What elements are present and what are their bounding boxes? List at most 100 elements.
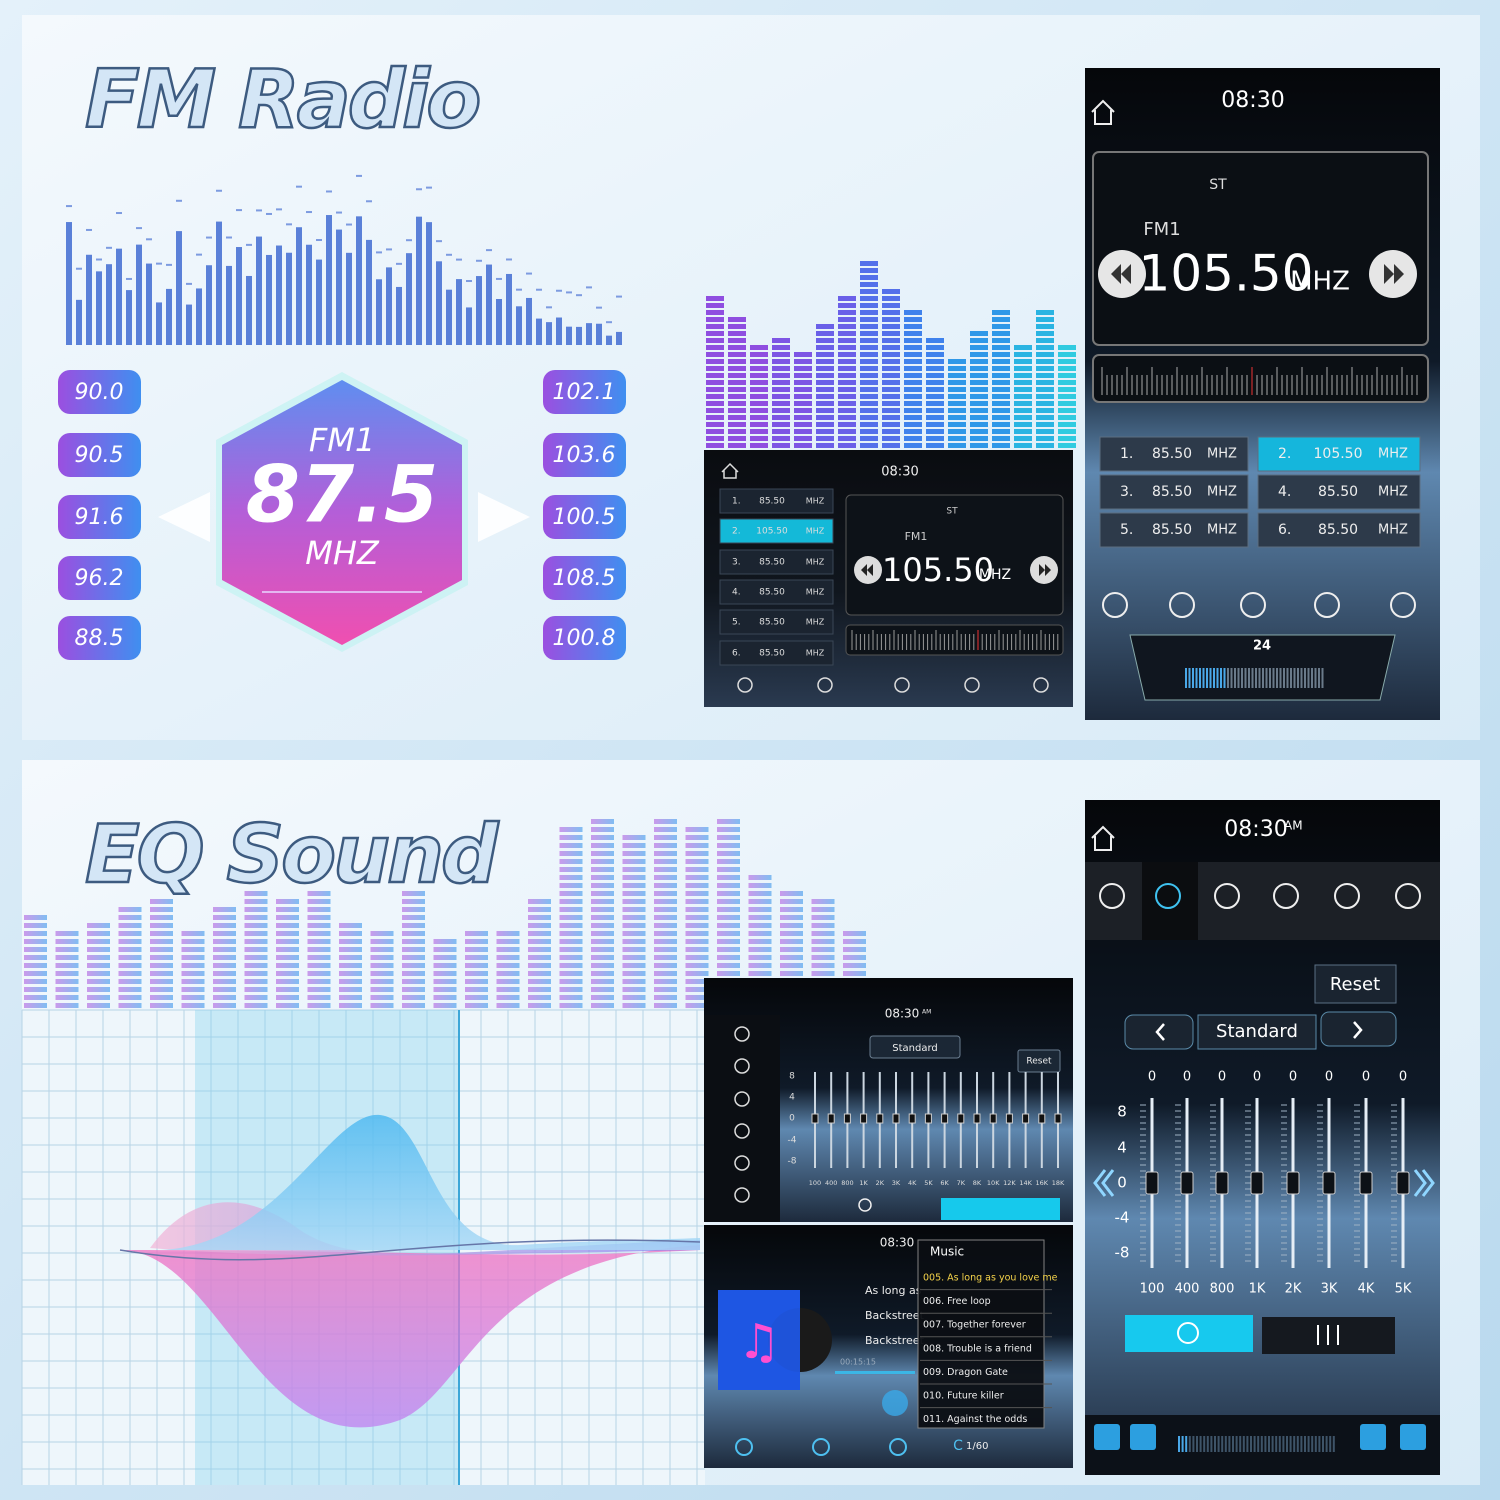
spectrum-bar	[216, 221, 222, 345]
deco-bar-seg	[150, 963, 173, 968]
deco-bar-seg	[244, 907, 268, 912]
deco-bar-seg	[992, 338, 1010, 343]
preset-frequency: 105.50	[756, 527, 788, 537]
deco-bar-seg	[118, 963, 142, 968]
preset-row	[719, 609, 834, 635]
volume-seg	[1235, 1436, 1238, 1452]
deco-bar-seg	[307, 995, 331, 1000]
deco-bar-seg	[622, 915, 646, 920]
deco-bar-seg	[882, 359, 900, 364]
deco-bar-seg	[591, 899, 614, 904]
volume-seg	[1275, 1436, 1278, 1452]
deco-bar-seg	[748, 883, 772, 888]
deco-bar-seg	[816, 331, 834, 336]
deco-bar-seg	[860, 275, 878, 280]
deco-bar-seg	[882, 296, 900, 301]
deco-bar-seg	[728, 317, 746, 322]
preset-pill	[58, 495, 141, 539]
deco-bar-seg	[780, 899, 803, 904]
volume-seg	[1265, 668, 1268, 688]
section-title: FM Radio	[85, 53, 479, 146]
deco-bar-seg	[622, 923, 646, 928]
eq-knob	[1250, 1171, 1264, 1195]
deco-bar-seg	[860, 268, 878, 273]
deco-bar-seg	[706, 345, 724, 350]
deco-bar-seg	[794, 408, 812, 413]
deco-bar-seg	[181, 947, 205, 952]
deco-bar-seg	[843, 947, 866, 952]
deco-bar-seg	[591, 931, 614, 936]
deco-bar-seg	[685, 835, 709, 840]
deco-bar-seg	[685, 843, 709, 848]
deco-bar-seg	[685, 979, 709, 984]
deco-bar-seg	[654, 923, 677, 928]
deco-bar-seg	[496, 995, 520, 1000]
deco-bar-seg	[402, 987, 425, 992]
eq-frequency: 5K	[924, 1179, 933, 1187]
deco-bar-seg	[496, 939, 520, 944]
deco-bar-seg	[882, 387, 900, 392]
deco-bar-seg	[948, 443, 966, 448]
preset-pill	[543, 433, 626, 477]
deco-bar-seg	[685, 963, 709, 968]
deco-bar-seg	[339, 971, 362, 976]
preset-unit: MHZ	[1378, 523, 1408, 538]
deco-bar-seg	[706, 366, 724, 371]
stereo-label: ST	[946, 507, 958, 517]
deco-bar-seg	[370, 987, 394, 992]
deco-bar-seg	[276, 1003, 299, 1008]
eq-frequency: 4K	[908, 1179, 917, 1187]
deco-bar-seg	[750, 387, 768, 392]
deco-bar-seg	[772, 387, 790, 392]
deco-bar-seg	[1058, 387, 1076, 392]
deco-bar-seg	[882, 352, 900, 357]
deco-bar-seg	[622, 907, 646, 912]
band-label: FM1	[905, 530, 928, 543]
deco-bar-seg	[706, 380, 724, 385]
deco-bar-seg	[772, 345, 790, 350]
deco-bar-seg	[307, 971, 331, 976]
deco-bar-seg	[591, 915, 614, 920]
deco-bar-seg	[276, 995, 299, 1000]
deco-bar-seg	[860, 303, 878, 308]
volume-seg	[1286, 1436, 1288, 1452]
spectrum-peak	[336, 211, 342, 214]
preset-frequency: 85.50	[1152, 446, 1192, 462]
volume-seg	[1192, 1436, 1195, 1452]
band-value: 0	[1289, 1070, 1297, 1085]
deco-bar-seg	[948, 429, 966, 434]
deco-bar-seg	[748, 955, 772, 960]
deco-bar-seg	[860, 317, 878, 322]
preset-frequency: 108.5	[553, 566, 616, 591]
deco-bar-seg	[150, 1003, 173, 1008]
preset-frequency: 105.50	[1314, 446, 1363, 462]
deco-bar-seg	[118, 915, 142, 920]
deco-bar-seg	[926, 359, 944, 364]
spectrum-peak	[66, 205, 72, 208]
spectrum-peak	[526, 272, 532, 275]
deco-bar-seg	[794, 352, 812, 357]
deco-bar-seg	[904, 345, 922, 350]
preset-row	[1099, 474, 1249, 510]
deco-bar-seg	[150, 947, 173, 952]
deco-bar-seg	[118, 947, 142, 952]
deco-bar-seg	[339, 963, 362, 968]
deco-bar-seg	[926, 380, 944, 385]
deco-bar-seg	[882, 401, 900, 406]
deco-bar-seg	[654, 875, 677, 880]
deco-bar-seg	[465, 947, 488, 952]
volume-seg	[1258, 668, 1261, 688]
note-icon: ♫	[737, 1314, 780, 1370]
deco-bar-seg	[970, 443, 988, 448]
deco-bar-seg	[706, 429, 724, 434]
deco-bar-seg	[685, 851, 709, 856]
deco-bar-seg	[181, 995, 205, 1000]
spectrum-peak	[186, 282, 192, 285]
deco-bar-seg	[118, 1003, 142, 1008]
deco-bar-seg	[465, 955, 488, 960]
deco-bar-seg	[748, 923, 772, 928]
deco-bar-seg	[816, 359, 834, 364]
deco-bar-seg	[780, 939, 803, 944]
preset-frequency: 85.50	[1152, 522, 1192, 538]
